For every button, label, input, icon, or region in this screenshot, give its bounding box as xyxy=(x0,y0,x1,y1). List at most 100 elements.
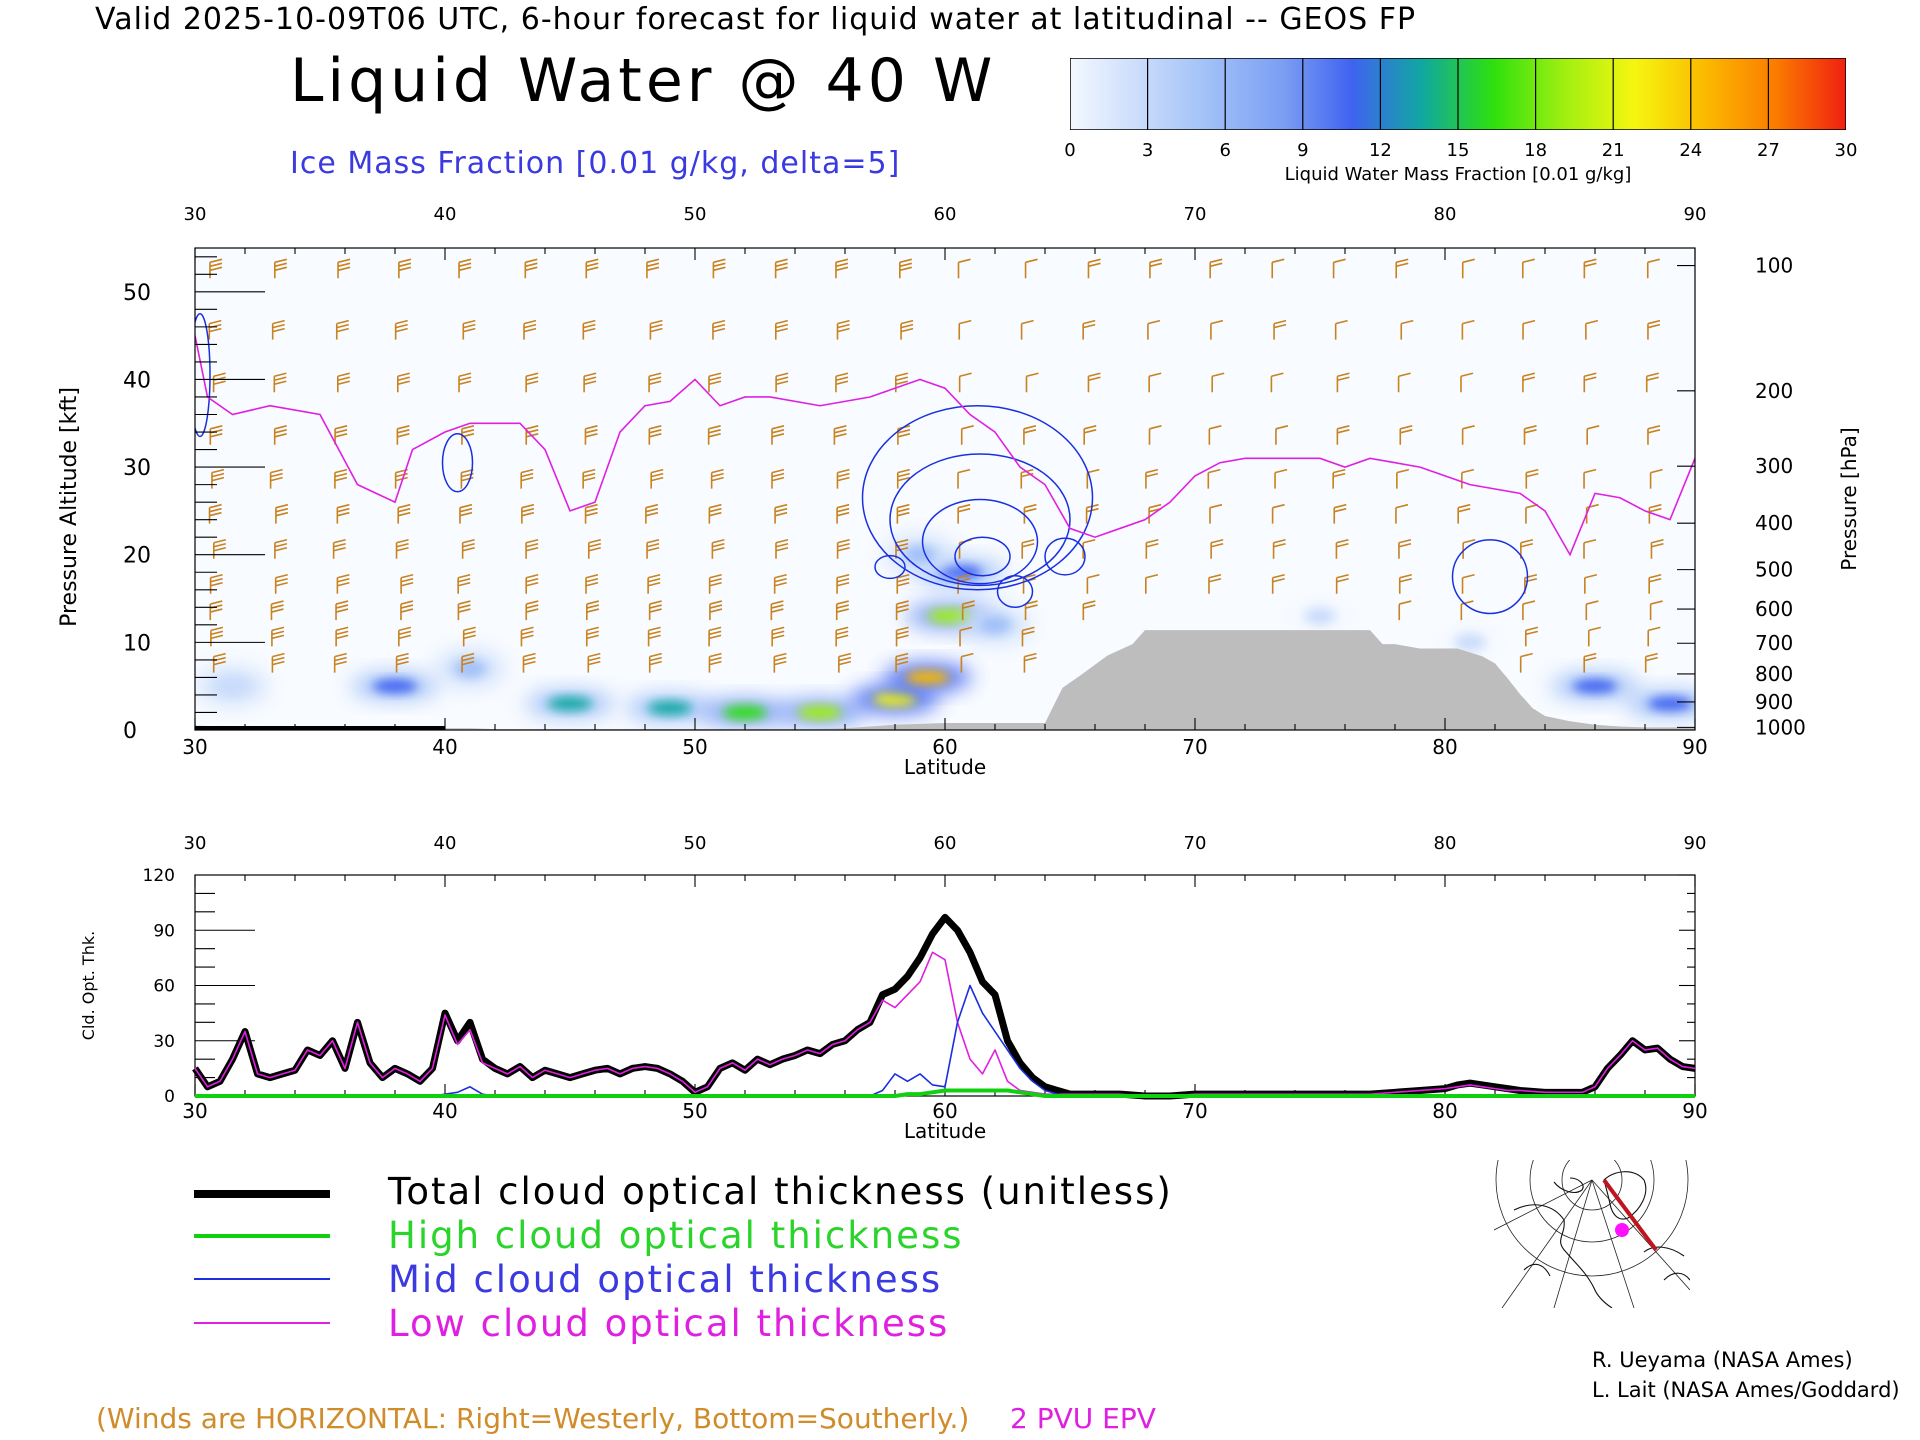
colorbar-tick-label: 21 xyxy=(1601,140,1625,161)
ice-contour xyxy=(889,453,1071,587)
wind-barb xyxy=(1334,319,1348,340)
legend-swatch xyxy=(194,1322,330,1324)
wind-barb xyxy=(397,503,411,524)
wind-barb xyxy=(1398,600,1412,621)
wind-barb xyxy=(1395,258,1409,279)
inset-map-track xyxy=(1602,1178,1658,1252)
wind-barb xyxy=(896,503,910,524)
plot-frame xyxy=(194,874,1696,1097)
wind-barb xyxy=(1648,503,1662,524)
wind-barb xyxy=(1149,258,1163,279)
wind-barb xyxy=(1584,574,1598,594)
wind-barb xyxy=(649,319,663,340)
wind-barb xyxy=(836,538,850,559)
liquid-water-core xyxy=(648,701,692,716)
wind-barb xyxy=(1020,319,1034,340)
wind-barb xyxy=(770,600,784,621)
wind-barb xyxy=(957,258,971,279)
wind-barb xyxy=(1270,372,1284,393)
wind-barb xyxy=(899,258,913,279)
pressure-tick-label: 500 xyxy=(1755,558,1793,582)
x-tick-label-top: 30 xyxy=(184,204,207,225)
y-tick-label: 0 xyxy=(164,1087,175,1107)
wind-barb xyxy=(1521,258,1535,279)
y-tick-label: 40 xyxy=(123,368,151,393)
wind-barb xyxy=(1208,425,1222,445)
liquid-water-core xyxy=(1304,607,1336,626)
wind-barb xyxy=(1646,258,1660,279)
wind-barb xyxy=(835,626,849,647)
wind-barb xyxy=(960,652,974,673)
wind-barb xyxy=(333,652,347,673)
wind-barb xyxy=(961,600,975,621)
legend-swatch xyxy=(194,1234,330,1238)
wind-barb xyxy=(645,503,659,524)
wind-barb xyxy=(271,319,285,340)
wind-barb xyxy=(462,319,476,340)
wind-barb xyxy=(400,600,414,621)
wind-barb xyxy=(273,425,287,445)
wind-barbs xyxy=(208,258,1664,673)
x-tick-label-top: 40 xyxy=(434,833,457,854)
wind-barb xyxy=(708,626,722,647)
wind-barb xyxy=(648,372,662,393)
wind-barb xyxy=(836,319,850,340)
y-axis-label: Cld. Opt. Thk. xyxy=(79,931,98,1040)
wind-barb xyxy=(1583,538,1597,559)
wind-barb xyxy=(647,626,661,647)
x-tick-label-top: 70 xyxy=(1184,204,1207,225)
wind-barb xyxy=(1087,258,1101,279)
wind-barb xyxy=(1583,652,1597,673)
inset-map-coastlines xyxy=(1513,1171,1690,1308)
ice-contour xyxy=(861,404,1094,591)
x-tick-label: 40 xyxy=(432,1099,457,1123)
wind-barb xyxy=(775,538,789,559)
y-tick-label: 120 xyxy=(143,866,175,886)
wind-barb xyxy=(1147,319,1161,340)
ice-contour xyxy=(441,433,474,493)
legend-label: Mid cloud optical thickness xyxy=(388,1258,943,1301)
wind-barb xyxy=(334,425,348,445)
ice-contour xyxy=(874,554,906,580)
legend-label: High cloud optical thickness xyxy=(388,1214,964,1257)
y-tick-label: 30 xyxy=(153,1032,175,1052)
pressure-tick-label: 300 xyxy=(1755,454,1793,478)
colorbar-label: Liquid Water Mass Fraction [0.01 g/kg] xyxy=(1284,164,1632,185)
wind-barb xyxy=(398,626,412,647)
wind-barb xyxy=(896,574,910,594)
wind-barb xyxy=(520,626,534,647)
wind-barb xyxy=(836,574,850,594)
wind-barb xyxy=(525,600,539,621)
wind-barb xyxy=(1398,538,1412,559)
legend-item: Total cloud optical thickness (unitless) xyxy=(190,1170,1171,1214)
y-tick-label: 50 xyxy=(123,281,151,306)
wind-barb xyxy=(835,600,849,621)
x-tick-label: 50 xyxy=(682,735,707,759)
wind-barb xyxy=(1024,258,1038,279)
liquid-water-core xyxy=(905,670,950,685)
wind-barb xyxy=(1583,258,1597,279)
wind-barb xyxy=(648,652,662,673)
wind-barb xyxy=(209,600,223,621)
x-tick-label: 80 xyxy=(1432,1099,1457,1123)
wind-barb xyxy=(1208,574,1222,594)
wind-barb xyxy=(275,503,289,524)
wind-barb xyxy=(459,503,473,524)
wind-barb xyxy=(585,626,599,647)
wind-barb xyxy=(895,652,909,673)
wind-barb xyxy=(1024,600,1038,621)
wind-barb xyxy=(1333,503,1347,524)
wind-barb xyxy=(584,425,598,445)
x-tick-label-top: 60 xyxy=(934,204,957,225)
liquid-water-core xyxy=(928,609,972,624)
wind-barb xyxy=(1460,600,1474,621)
wind-barb xyxy=(895,626,909,647)
wind-barb xyxy=(1397,372,1411,393)
wind-barb xyxy=(773,574,787,594)
wind-barb xyxy=(1082,319,1096,340)
terrain xyxy=(195,630,1695,730)
x-tick-label-top: 90 xyxy=(1684,833,1707,854)
x-tick-label: 30 xyxy=(182,1099,207,1123)
wind-barb xyxy=(335,600,349,621)
wind-barb xyxy=(957,468,971,489)
